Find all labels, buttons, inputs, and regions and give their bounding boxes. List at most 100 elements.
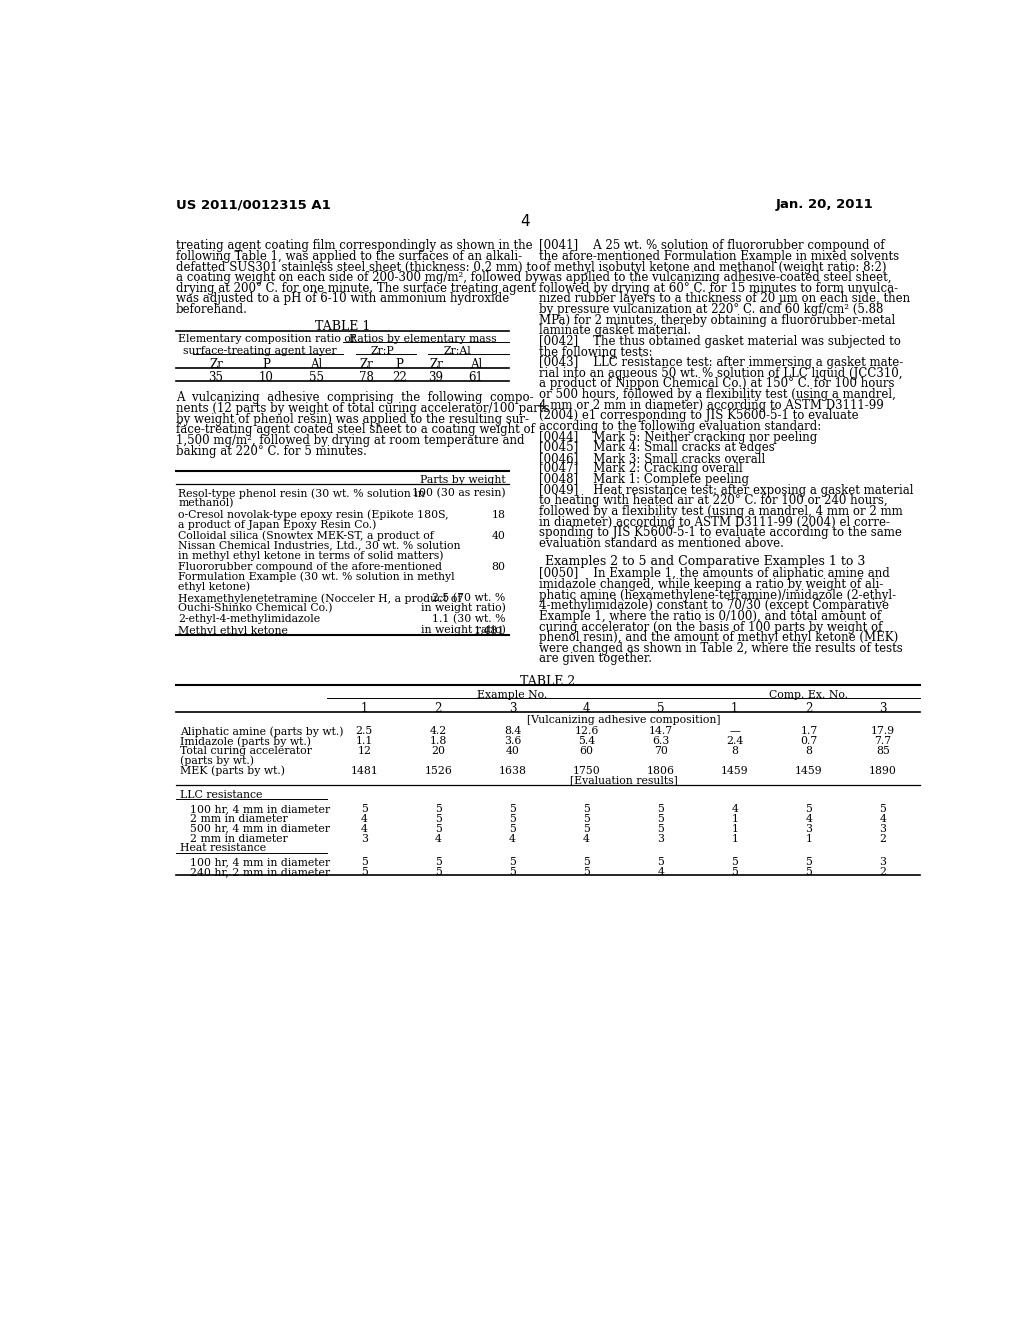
Text: phatic amine (hexamethylene-tetramine)/imidazole (2-ethyl-: phatic amine (hexamethylene-tetramine)/i…: [539, 589, 896, 602]
Text: ethyl ketone): ethyl ketone): [178, 582, 251, 593]
Text: —: —: [729, 726, 740, 737]
Text: curing accelerator (on the basis of 100 parts by weight of: curing accelerator (on the basis of 100 …: [539, 620, 882, 634]
Text: 5: 5: [880, 804, 887, 814]
Text: 5: 5: [657, 857, 665, 867]
Text: 1890: 1890: [869, 766, 897, 776]
Text: 1481: 1481: [350, 766, 378, 776]
Text: 5: 5: [509, 867, 516, 876]
Text: 4 mm or 2 mm in diameter) according to ASTM D3111-99: 4 mm or 2 mm in diameter) according to A…: [539, 399, 884, 412]
Text: Imidazole (parts by wt.): Imidazole (parts by wt.): [180, 737, 311, 747]
Text: MEK (parts by wt.): MEK (parts by wt.): [180, 766, 285, 776]
Text: 100 hr, 4 mm in diameter: 100 hr, 4 mm in diameter: [190, 804, 330, 814]
Text: 5: 5: [509, 824, 516, 834]
Text: according to the following evaluation standard:: according to the following evaluation st…: [539, 420, 821, 433]
Text: 4: 4: [435, 833, 441, 843]
Text: 1750: 1750: [572, 766, 600, 776]
Text: 2.5 (70 wt. %: 2.5 (70 wt. %: [432, 593, 506, 603]
Text: baking at 220° C. for 5 minutes.: baking at 220° C. for 5 minutes.: [176, 445, 367, 458]
Text: 1459: 1459: [721, 766, 749, 776]
Text: 5: 5: [509, 857, 516, 867]
Text: 5: 5: [657, 824, 665, 834]
Text: 4: 4: [583, 833, 590, 843]
Text: 14.7: 14.7: [648, 726, 673, 737]
Text: Hexamethylenetetramine (Nocceler H, a product of: Hexamethylenetetramine (Nocceler H, a pr…: [178, 593, 462, 603]
Text: Comp. Ex. No.: Comp. Ex. No.: [769, 690, 849, 700]
Text: Fluororubber compound of the afore-mentioned: Fluororubber compound of the afore-menti…: [178, 562, 442, 572]
Text: a coating weight on each side of 200-300 mg/m², followed by: a coating weight on each side of 200-300…: [176, 271, 540, 284]
Text: by pressure vulcanization at 220° C. and 60 kgf/cm² (5.88: by pressure vulcanization at 220° C. and…: [539, 304, 883, 315]
Text: treating agent coating film correspondingly as shown in the: treating agent coating film correspondin…: [176, 239, 532, 252]
Text: 12.6: 12.6: [574, 726, 599, 737]
Text: Jan. 20, 2011: Jan. 20, 2011: [776, 198, 873, 211]
Text: 1: 1: [731, 814, 738, 824]
Text: Zr: Zr: [429, 358, 443, 371]
Text: the afore-mentioned Formulation Example in mixed solvents: the afore-mentioned Formulation Example …: [539, 249, 899, 263]
Text: 1: 1: [806, 833, 812, 843]
Text: 5: 5: [657, 804, 665, 814]
Text: Heat resistance: Heat resistance: [180, 843, 266, 854]
Text: nized rubber layers to a thickness of 20 μm on each side, then: nized rubber layers to a thickness of 20…: [539, 293, 910, 305]
Text: 5: 5: [806, 857, 812, 867]
Text: 5: 5: [583, 867, 590, 876]
Text: (2004) e1 corresponding to JIS K5600-5-1 to evaluate: (2004) e1 corresponding to JIS K5600-5-1…: [539, 409, 858, 422]
Text: imidazole changed, while keeping a ratio by weight of ali-: imidazole changed, while keeping a ratio…: [539, 578, 883, 591]
Text: [0042]    The thus obtained gasket material was subjected to: [0042] The thus obtained gasket material…: [539, 335, 901, 348]
Text: 2 mm in diameter: 2 mm in diameter: [190, 833, 288, 843]
Text: 1.1 (30 wt. %: 1.1 (30 wt. %: [432, 614, 506, 624]
Text: Nissan Chemical Industries, Ltd., 30 wt. % solution: Nissan Chemical Industries, Ltd., 30 wt.…: [178, 541, 461, 550]
Text: 1: 1: [731, 824, 738, 834]
Text: 4: 4: [880, 814, 887, 824]
Text: 1.1: 1.1: [355, 737, 373, 746]
Text: by weight of phenol resin) was applied to the resulting sur-: by weight of phenol resin) was applied t…: [176, 413, 529, 425]
Text: 100 (30 as resin): 100 (30 as resin): [412, 488, 506, 499]
Text: of methyl isobutyl ketone and methanol (weight ratio: 8:2): of methyl isobutyl ketone and methanol (…: [539, 260, 886, 273]
Text: a product of Nippon Chemical Co.) at 150° C. for 100 hours: a product of Nippon Chemical Co.) at 150…: [539, 378, 894, 391]
Text: 2: 2: [434, 702, 442, 715]
Text: following Table 1, was applied to the surfaces of an alkali-: following Table 1, was applied to the su…: [176, 249, 522, 263]
Text: 2.4: 2.4: [726, 737, 743, 746]
Text: 4: 4: [806, 814, 812, 824]
Text: 5: 5: [435, 804, 441, 814]
Text: [0045]    Mark 4: Small cracks at edges: [0045] Mark 4: Small cracks at edges: [539, 441, 774, 454]
Text: US 2011/0012315 A1: US 2011/0012315 A1: [176, 198, 331, 211]
Text: defatted SUS301 stainless steel sheet (thickness: 0.2 mm) to: defatted SUS301 stainless steel sheet (t…: [176, 260, 539, 273]
Text: 80: 80: [492, 562, 506, 572]
Text: [Vulcanizing adhesive composition]: [Vulcanizing adhesive composition]: [527, 715, 720, 726]
Text: 10: 10: [259, 371, 273, 384]
Text: 5: 5: [583, 814, 590, 824]
Text: Zr:P: Zr:P: [371, 346, 394, 356]
Text: Aliphatic amine (parts by wt.): Aliphatic amine (parts by wt.): [180, 726, 343, 737]
Text: 12: 12: [357, 746, 372, 756]
Text: 8: 8: [806, 746, 812, 756]
Text: TABLE 1: TABLE 1: [315, 319, 371, 333]
Text: 5: 5: [806, 804, 812, 814]
Text: [0047]    Mark 2: Cracking overall: [0047] Mark 2: Cracking overall: [539, 462, 742, 475]
Text: 78: 78: [358, 371, 374, 384]
Text: was adjusted to a pH of 6-10 with ammonium hydroxide: was adjusted to a pH of 6-10 with ammoni…: [176, 293, 509, 305]
Text: phenol resin), and the amount of methyl ethyl ketone (MEK): phenol resin), and the amount of methyl …: [539, 631, 898, 644]
Text: 5: 5: [806, 867, 812, 876]
Text: 5: 5: [731, 867, 738, 876]
Text: 3: 3: [880, 824, 887, 834]
Text: 4: 4: [731, 804, 738, 814]
Text: methanol): methanol): [178, 498, 233, 508]
Text: Parts by weight: Parts by weight: [420, 475, 506, 486]
Text: 2: 2: [805, 702, 813, 715]
Text: 1.7: 1.7: [801, 726, 817, 737]
Text: 5.4: 5.4: [578, 737, 595, 746]
Text: LLC resistance: LLC resistance: [180, 791, 262, 800]
Text: Zr: Zr: [209, 358, 223, 371]
Text: are given together.: are given together.: [539, 652, 651, 665]
Text: in weight ratio): in weight ratio): [421, 603, 506, 614]
Text: 4: 4: [520, 214, 529, 228]
Text: 4: 4: [657, 867, 665, 876]
Text: drying at 200° C. for one minute. The surface treating agent: drying at 200° C. for one minute. The su…: [176, 281, 536, 294]
Text: 5: 5: [583, 824, 590, 834]
Text: 3: 3: [880, 857, 887, 867]
Text: or 500 hours, followed by a flexibility test (using a mandrel,: or 500 hours, followed by a flexibility …: [539, 388, 896, 401]
Text: followed by a flexibility test (using a mandrel, 4 mm or 2 mm: followed by a flexibility test (using a …: [539, 506, 902, 517]
Text: 4: 4: [509, 833, 516, 843]
Text: [0049]    Heat resistance test: after exposing a gasket material: [0049] Heat resistance test: after expos…: [539, 483, 913, 496]
Text: 5: 5: [583, 804, 590, 814]
Text: Ratios by elementary mass: Ratios by elementary mass: [349, 334, 497, 343]
